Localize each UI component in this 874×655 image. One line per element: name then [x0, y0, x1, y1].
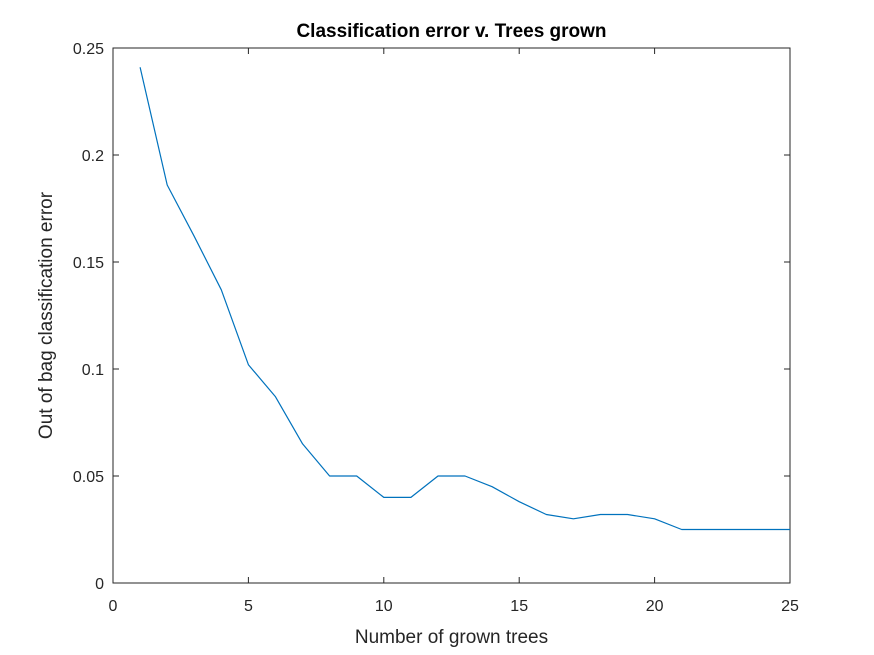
- x-tick-label: 0: [109, 598, 118, 615]
- series-line: [139, 67, 790, 531]
- x-tick-label: 10: [375, 598, 393, 615]
- x-tick-label: 15: [510, 598, 528, 615]
- y-tick-label: 0.25: [73, 41, 104, 58]
- x-tick-label: 25: [781, 598, 799, 615]
- y-tick-label: 0.1: [82, 362, 104, 379]
- x-tick-label: 5: [244, 598, 253, 615]
- series-group: [139, 67, 790, 531]
- y-tick-label: 0.05: [73, 469, 104, 486]
- x-tick-label: 20: [646, 598, 664, 615]
- y-tick-label: 0.15: [73, 255, 104, 272]
- y-axis-label: Out of bag classification error: [36, 191, 57, 439]
- y-tick-label: 0: [95, 576, 104, 593]
- ticks: 0 5 10 15 20 25 0 0.05 0.1 0.15 0.2 0.25: [73, 41, 799, 615]
- y-tick-label: 0.2: [82, 148, 104, 165]
- x-axis-label: Number of grown trees: [355, 627, 548, 648]
- chart-title: Classification error v. Trees grown: [296, 21, 606, 42]
- plot-area: [112, 47, 791, 584]
